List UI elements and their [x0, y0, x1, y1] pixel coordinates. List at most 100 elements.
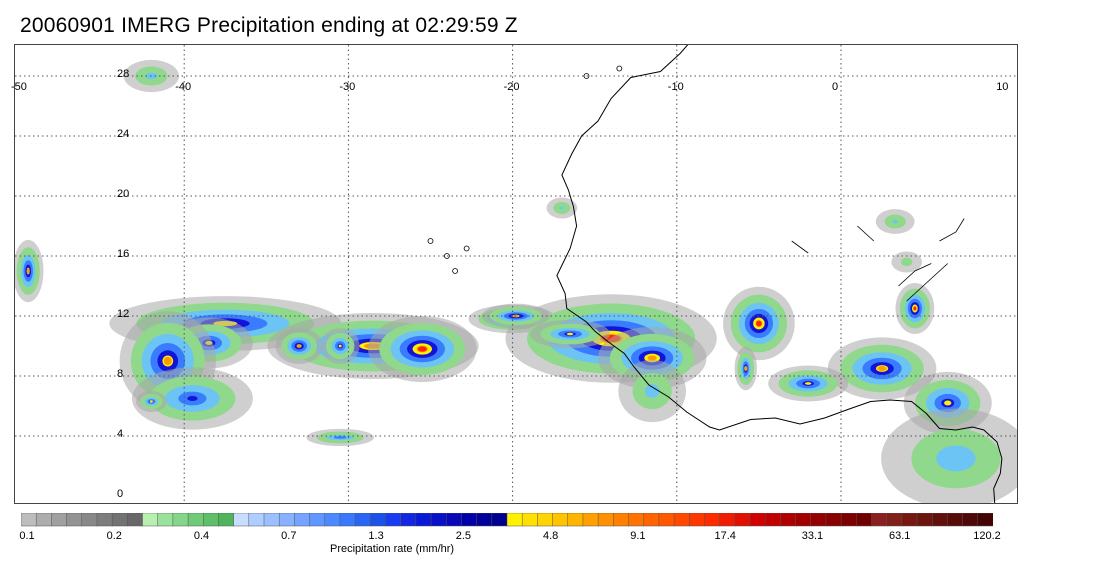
precip-cell [875, 209, 915, 234]
precip-contour [804, 382, 812, 385]
inland-water [857, 225, 875, 242]
colorbar-label: 0.7 [281, 530, 297, 542]
colorbar-swatch [582, 513, 599, 527]
island-outline [444, 253, 450, 259]
lat-label: 12 [117, 308, 130, 320]
island-outline [463, 245, 470, 252]
colorbar [21, 513, 993, 527]
colorbar-swatch [35, 513, 52, 527]
colorbar-label: 33.1 [801, 530, 824, 542]
colorbar-swatch [825, 513, 842, 527]
island-outline [452, 268, 459, 274]
lat-label: 28 [117, 68, 130, 80]
island-outline [427, 238, 434, 244]
colorbar-swatch [96, 513, 113, 527]
colorbar-swatch [734, 513, 751, 527]
colorbar-swatch [385, 513, 402, 527]
colorbar-swatch [461, 513, 478, 527]
colorbar-swatch [187, 513, 204, 527]
colorbar-swatch [66, 513, 83, 527]
colorbar-swatch [278, 513, 295, 527]
precip-contour [744, 366, 748, 371]
colorbar-swatch [491, 513, 508, 527]
precip-contour [901, 257, 913, 267]
colorbar-swatch [719, 513, 736, 527]
precip-cell [306, 428, 374, 447]
lon-label: -40 [175, 81, 192, 93]
precip-contour [26, 268, 30, 274]
precip-cell [367, 316, 477, 382]
colorbar-swatch [51, 513, 68, 527]
colorbar-swatch [446, 513, 462, 527]
island-outline [583, 73, 590, 79]
colorbar-swatch [673, 513, 690, 527]
precip-contour [944, 400, 952, 406]
colorbar-swatch [764, 513, 781, 527]
precip-contour [913, 306, 917, 311]
precip-cell [881, 408, 1017, 503]
colorbar-swatch [658, 513, 675, 527]
lon-label: 10 [996, 81, 1009, 93]
colorbar-swatch [506, 513, 523, 527]
coastline [427, 45, 1003, 503]
colorbar-swatch [233, 513, 250, 527]
precip-contour [163, 356, 172, 366]
precip-cell [546, 197, 578, 219]
colorbar-label: 63.1 [889, 530, 911, 542]
colorbar-swatch [521, 513, 538, 527]
colorbar-swatch [111, 513, 128, 527]
colorbar-swatch [400, 513, 417, 527]
colorbar-swatch [613, 513, 630, 527]
map-gridlines [15, 45, 1017, 503]
colorbar-swatch [127, 513, 144, 527]
precip-contour [892, 219, 898, 224]
colorbar-swatch [537, 513, 554, 527]
island-outline [616, 65, 623, 72]
lat-label: 0 [117, 488, 124, 500]
lon-label: -50 [11, 81, 27, 93]
colorbar-swatch [916, 513, 933, 527]
precip-contour [756, 320, 762, 327]
colorbar-swatch [324, 513, 341, 527]
colorbar-swatch [795, 513, 812, 527]
colorbar-swatch [294, 513, 311, 527]
inland-water [939, 218, 965, 242]
colorbar-swatch [567, 513, 584, 527]
precip-cell [723, 286, 795, 361]
colorbar-swatch [263, 513, 280, 527]
colorbar-label: 120.2 [973, 530, 1001, 542]
inland-water [906, 263, 948, 302]
colorbar-label: 17.4 [714, 530, 736, 542]
lat-label: 16 [117, 248, 130, 260]
colorbar-swatch [552, 513, 569, 527]
precip-contour [877, 366, 887, 371]
precip-contour [566, 332, 574, 336]
colorbar-swatch [901, 513, 918, 527]
lat-label: 20 [117, 188, 130, 200]
precip-contour [149, 400, 153, 403]
precip-contour [417, 346, 427, 352]
precip-cell [895, 283, 935, 334]
colorbar-swatch [871, 513, 888, 527]
colorbar-swatch [172, 513, 189, 527]
colorbar-swatch [370, 513, 387, 527]
colorbar-swatch [415, 513, 432, 527]
colorbar-swatch [810, 513, 827, 527]
lon-label: 0 [832, 81, 839, 93]
map-title: 20060901 IMERG Precipitation ending at 0… [20, 14, 518, 37]
colorbar-swatch [354, 513, 371, 527]
colorbar-swatch [932, 513, 948, 527]
colorbar-swatch [962, 513, 979, 527]
precip-cell [618, 359, 686, 423]
precipitation-layer [15, 59, 1017, 503]
colorbar-swatch [977, 513, 993, 527]
colorbar-swatch [142, 513, 159, 527]
colorbar-swatch [643, 513, 660, 527]
lon-label: -20 [503, 81, 520, 93]
colorbar-label: 2.5 [455, 530, 472, 542]
colorbar-swatch [339, 513, 356, 527]
colorbar-swatch [597, 513, 614, 527]
colorbar-swatch [628, 513, 645, 527]
colorbar-swatch [430, 513, 447, 527]
map-canvas [15, 45, 1017, 503]
